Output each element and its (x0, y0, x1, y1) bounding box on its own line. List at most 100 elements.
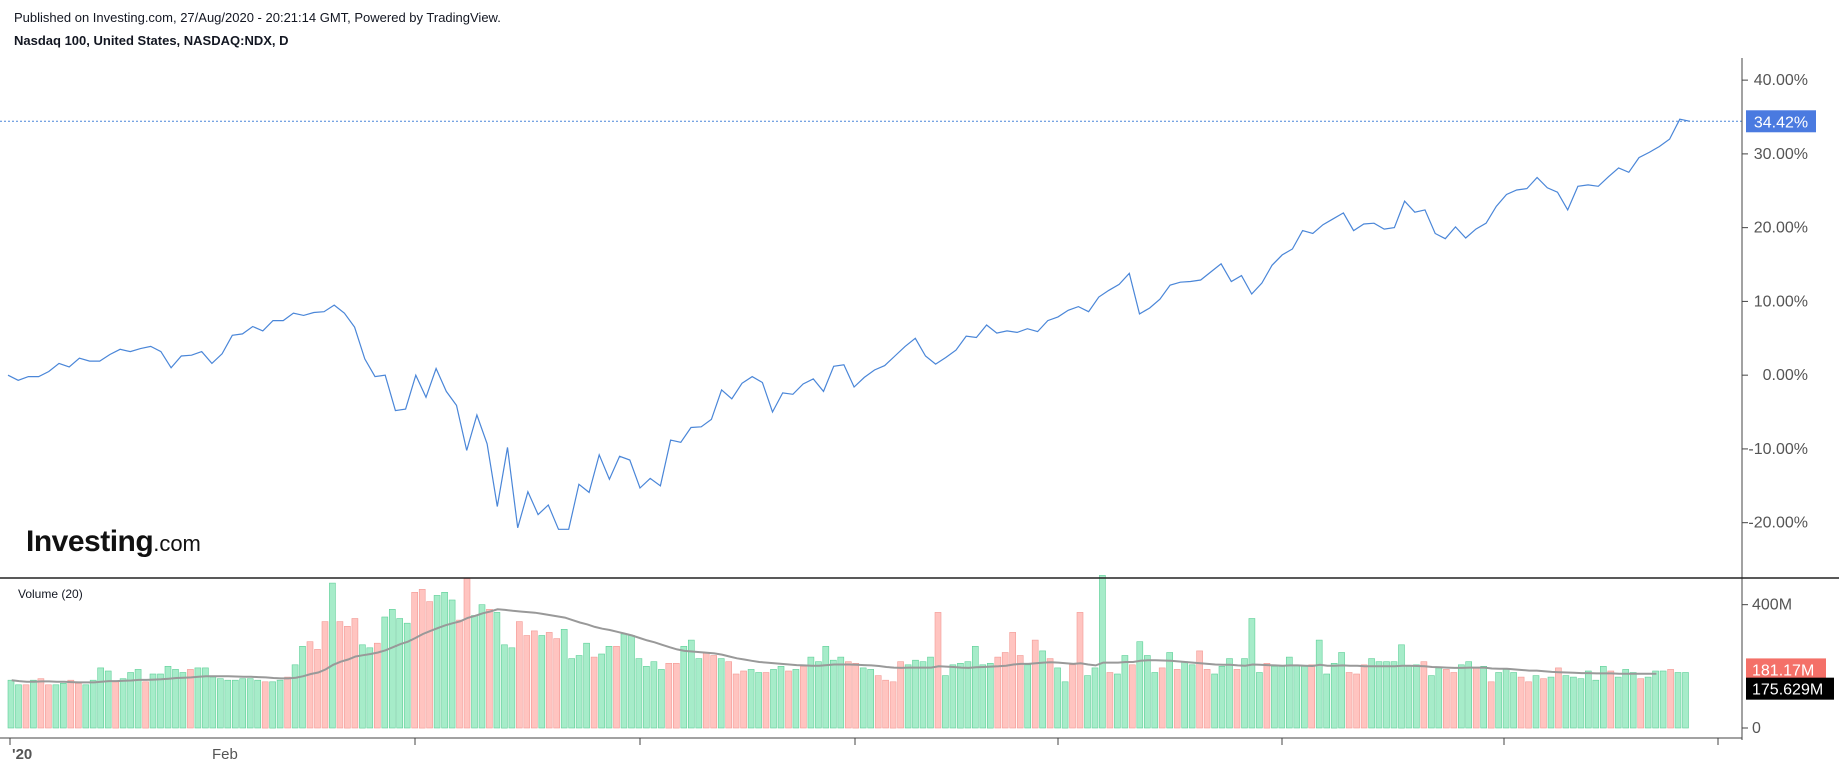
volume-bar (583, 642, 590, 729)
volume-bar (366, 647, 374, 729)
volume-bar (1495, 672, 1502, 729)
volume-bar (1308, 664, 1315, 729)
volume-bar (149, 673, 157, 729)
volume-bar (1555, 667, 1562, 729)
volume-bar (82, 684, 90, 729)
volume-bar (1054, 667, 1061, 729)
volume-bar (1510, 672, 1517, 729)
volume-bar (396, 618, 404, 729)
volume-bar (1607, 670, 1615, 729)
volume-bar (1629, 672, 1637, 729)
volume-bar (1278, 665, 1286, 729)
x-tick-label: '20 (12, 746, 32, 763)
volume-bar (142, 681, 149, 729)
volume-bar (329, 582, 336, 729)
volume-bar (1166, 652, 1173, 729)
volume-bar (1667, 669, 1674, 729)
volume-bar (1487, 681, 1495, 729)
volume-bar (1622, 669, 1629, 729)
volume-bar (1435, 667, 1443, 729)
volume-ma-line (11, 608, 1657, 684)
volume-bar (1144, 655, 1151, 729)
volume-bar (202, 667, 209, 729)
volume-bar (1383, 661, 1390, 729)
volume-bar (172, 669, 179, 729)
volume-bar (575, 655, 583, 729)
volume-bar (134, 669, 142, 729)
volume-bar (904, 664, 912, 729)
volume-bar (254, 679, 261, 729)
investing-logo: Investing.com (26, 525, 201, 559)
volume-bar (1413, 664, 1420, 729)
volume-bar (426, 601, 433, 729)
volume-bar (1046, 658, 1054, 729)
volume-bar (792, 669, 800, 729)
volume-bars (7, 575, 1689, 729)
volume-bar (523, 635, 531, 729)
volume-bar (515, 621, 523, 729)
volume-bar (478, 604, 486, 729)
volume-bar (785, 670, 792, 729)
volume-bar (448, 599, 456, 729)
volume-bar (246, 678, 254, 729)
volume-ma-badge (1746, 677, 1834, 700)
volume-bar (927, 656, 934, 729)
volume-bar (650, 661, 658, 729)
volume-bar (1091, 667, 1099, 729)
published-caption: Published on Investing.com, 27/Aug/2020 … (14, 10, 501, 25)
volume-bar (613, 645, 620, 729)
volume-bar (994, 656, 1002, 729)
volume-bar (1458, 664, 1465, 729)
volume-bar (501, 644, 508, 729)
volume-bar (710, 655, 718, 729)
vol-tick-label: 0 (1752, 720, 1761, 737)
volume-bar (104, 670, 112, 729)
volume-bar (852, 662, 860, 729)
price-line (7, 118, 1691, 530)
volume-bar (269, 681, 276, 729)
symbol-title: Nasdaq 100, United States, NASDAQ:NDX, D (14, 33, 289, 48)
logo-brand: Investing (26, 525, 154, 558)
volume-bar (1084, 675, 1091, 729)
volume-bar (620, 633, 628, 729)
volume-bar (1158, 667, 1166, 729)
y-tick-label: -10.00% (1748, 441, 1808, 458)
volume-bar (1652, 670, 1659, 729)
volume-bar (1069, 664, 1076, 729)
volume-bar (545, 632, 553, 729)
volume-bar (1682, 672, 1689, 729)
volume-bar (844, 661, 852, 729)
volume-bar (1600, 665, 1607, 729)
volume-bar (1443, 669, 1450, 729)
y-tick-label: 10.00% (1754, 293, 1808, 310)
volume-bar (1031, 639, 1039, 729)
volume-bar (1592, 679, 1600, 729)
volume-bar (321, 621, 329, 729)
volume-bar (1233, 669, 1241, 729)
volume-bar (1256, 672, 1263, 729)
last-price-badge (1746, 110, 1816, 133)
volume-bar (1398, 644, 1405, 729)
volume-bar (1390, 661, 1398, 729)
volume-bar (829, 659, 837, 729)
volume-bar (665, 662, 673, 729)
logo-suffix: .com (153, 531, 201, 556)
volume-bar (75, 682, 82, 729)
volume-bar (1024, 664, 1031, 729)
volume-bar (1121, 655, 1129, 729)
volume-bar (1338, 652, 1345, 729)
volume-bar (112, 681, 119, 729)
volume-bar (15, 684, 22, 729)
volume-bar (1585, 670, 1592, 729)
volume-bar (471, 615, 478, 729)
volume-bar (1614, 676, 1622, 729)
volume-bar (89, 679, 97, 729)
volume-bar (1001, 652, 1009, 729)
volume-bar (1009, 632, 1017, 729)
volume-bar (837, 656, 845, 729)
volume-bar (912, 659, 919, 729)
volume-bar (97, 667, 104, 729)
volume-bar (1570, 676, 1577, 729)
volume-bar (986, 662, 994, 729)
